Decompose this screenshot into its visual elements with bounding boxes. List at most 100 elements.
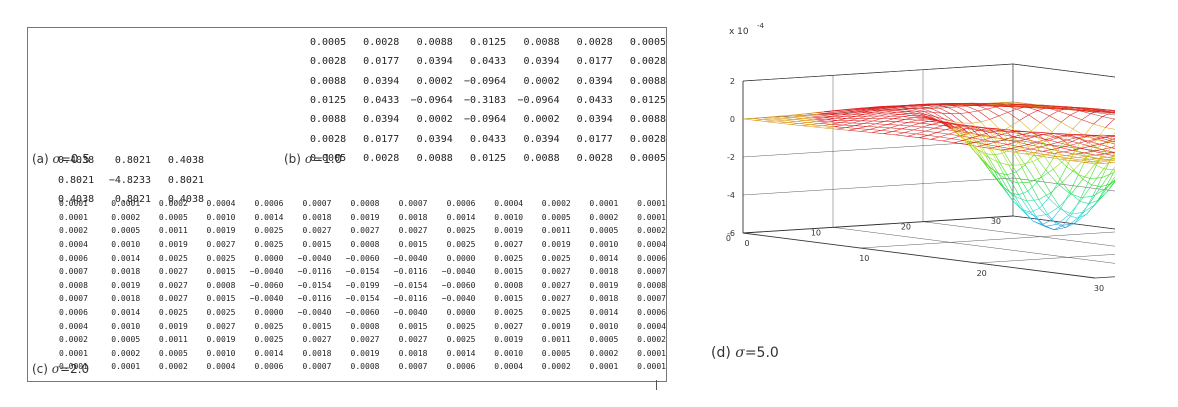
mesh-line	[865, 107, 875, 110]
mesh-line	[1068, 201, 1081, 216]
mesh-line	[1082, 178, 1093, 186]
mesh-line	[807, 122, 820, 124]
mesh-line	[1027, 191, 1040, 209]
matrix-cell: 0.0027	[206, 240, 236, 250]
mesh-line	[1046, 106, 1056, 108]
matrix-cell: 0.0394	[523, 56, 560, 68]
mesh-line	[1111, 135, 1115, 137]
matrix-cell: 0.0028	[363, 152, 400, 164]
mesh-line	[969, 103, 979, 105]
mesh-line	[932, 112, 946, 120]
mesh-line	[884, 118, 894, 122]
floor-grid-line	[922, 221, 1115, 247]
mesh-line	[994, 171, 1004, 188]
matrix-cell: 0.0001	[637, 212, 666, 222]
mesh-line	[1030, 207, 1040, 213]
mesh-line	[849, 118, 859, 121]
matrix-cell: 0.0007	[59, 294, 88, 304]
matrix-cell: 0.0025	[254, 321, 284, 331]
mesh-line	[1067, 107, 1077, 109]
mesh-line	[1033, 154, 1047, 171]
mesh-line	[995, 154, 1008, 175]
mesh-line	[1098, 142, 1109, 160]
mesh-line	[1101, 172, 1114, 178]
matrix-cell: 0.0394	[576, 114, 613, 126]
matrix-cell: 0.0001	[589, 362, 619, 372]
matrix-cell: 0.0002	[59, 335, 88, 345]
caption-b-sigma: σ	[304, 152, 314, 166]
mesh-line	[816, 119, 826, 122]
mesh-line	[987, 106, 997, 110]
matrix-b: 0.0005 0.0028 0.0088 0.0125 0.0088 0.0028 0.00…	[310, 33, 666, 168]
mesh-line	[1021, 150, 1034, 153]
mesh-line	[872, 118, 882, 122]
matrix-cell: 0.4038	[58, 155, 95, 167]
mesh-line	[850, 107, 861, 110]
mesh-line	[869, 129, 882, 131]
mesh-line	[908, 113, 921, 116]
matrix-cell: 0.0002	[158, 362, 188, 372]
matrix-row: 0.0001 0.0001 0.0002 0.0004 0.0006 0.0007 0.00…	[59, 197, 666, 211]
matrix-cell: 0.0025	[541, 308, 571, 318]
mesh-line	[1095, 154, 1108, 158]
mesh-line	[953, 121, 963, 124]
mesh-line	[881, 115, 891, 119]
mesh-line	[893, 116, 903, 119]
mesh-line	[1090, 143, 1100, 147]
mesh-line	[1015, 164, 1026, 173]
mesh-line	[1075, 135, 1085, 139]
mesh-line	[1013, 136, 1026, 140]
mesh-line	[751, 117, 762, 119]
wall-grid-line	[1012, 63, 1115, 78]
matrix-cell: 0.0027	[206, 321, 236, 331]
mesh-line	[957, 105, 967, 108]
mesh-line	[798, 123, 811, 125]
mesh-line	[1089, 158, 1102, 162]
mesh-line	[1045, 155, 1056, 171]
mesh-line	[936, 104, 946, 106]
mesh-line	[867, 113, 877, 117]
mesh-line	[967, 131, 980, 136]
matrix-cell: 0.0394	[363, 75, 400, 87]
mesh-line	[1007, 144, 1020, 147]
mesh-line	[1103, 168, 1113, 171]
matrix-cell: 0.0028	[363, 37, 400, 49]
mesh-line	[1032, 155, 1045, 162]
mesh-line	[843, 122, 853, 126]
mesh-line	[895, 132, 905, 136]
mesh-line	[1030, 146, 1040, 150]
mesh-line	[837, 118, 847, 121]
matrix-cell: −0.0116	[297, 294, 332, 304]
matrix-cell: 0.0005	[541, 348, 571, 358]
mesh-line	[1055, 143, 1068, 150]
mesh-line	[1036, 182, 1049, 199]
mesh-line	[1024, 154, 1035, 165]
matrix-cell: 0.0088	[629, 114, 666, 126]
mesh-line	[942, 140, 955, 143]
mesh-line	[1044, 149, 1057, 157]
mesh-line	[985, 155, 998, 163]
mesh-line	[996, 105, 1006, 108]
mesh-line	[1051, 149, 1064, 153]
matrix-panel: 0.4038 0.8021 0.4038 0.8021 −4.8233 0.8021 0.4…	[27, 27, 667, 390]
matrix-cell: 0.0088	[310, 114, 347, 126]
matrix-cell: 0.0010	[111, 321, 141, 331]
top-back-edge	[1012, 63, 1115, 78]
mesh-line	[1079, 184, 1093, 202]
matrix-cell: 0.0008	[494, 280, 524, 290]
mesh-line	[856, 109, 866, 111]
mesh-line	[1102, 112, 1112, 117]
matrix-cell: 0.0001	[637, 362, 666, 372]
matrix-cell: 0.0028	[310, 56, 347, 68]
mesh-line	[1060, 114, 1071, 123]
mesh-line	[920, 115, 930, 118]
matrix-cell: 0.0015	[206, 294, 236, 304]
mesh-line	[1055, 135, 1065, 138]
mesh-line	[906, 111, 918, 114]
mesh-line	[1097, 140, 1110, 148]
matrix-cell: 0.0125	[470, 37, 507, 49]
matrix-row: 0.0001 0.0002 0.0005 0.0010 0.0014 0.0018 0.00…	[59, 347, 666, 361]
mesh-line	[912, 108, 925, 112]
matrix-cell: 0.0005	[629, 152, 666, 164]
y-tick-label: 0	[726, 234, 731, 243]
